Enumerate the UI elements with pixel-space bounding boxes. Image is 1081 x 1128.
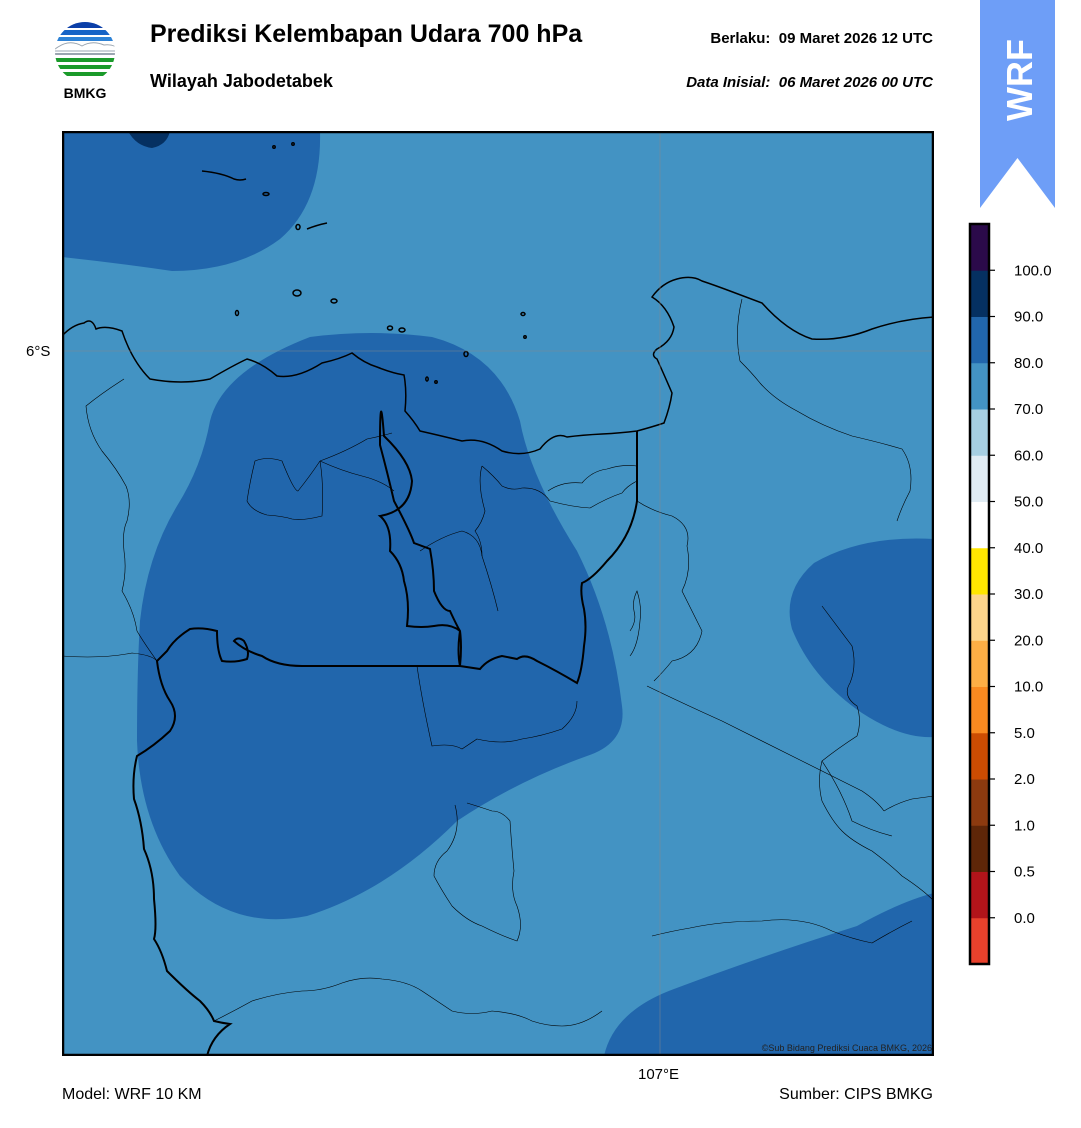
province-boundary [132,410,638,1056]
colorbar-tick-label: 0.5 [1014,864,1035,881]
colorbar-tick-label: 90.0 [1014,309,1043,326]
colorbar-band [970,732,989,780]
colorbar-tick-label: 20.0 [1014,632,1043,649]
colorbar-tick-label: 10.0 [1014,679,1043,696]
colorbar-band [970,409,989,456]
valid-time: Berlaku: 09 Maret 2026 12 UTC [710,30,933,47]
colorbar-tick-label: 60.0 [1014,447,1043,464]
thousand-islands [201,142,527,384]
wrf-badge: WRF [980,0,1055,208]
colorbar-band [970,455,989,502]
model-label: Model: WRF 10 KM [62,1086,202,1103]
colorbar-band [970,547,989,595]
humidity-fill-80-90-central [137,333,623,920]
colorbar-band [970,917,989,965]
region-subtitle: Wilayah Jabodetabek [150,71,333,91]
colorbar-band [970,686,989,734]
colorbar-band [970,825,989,872]
humidity-map [62,131,934,1056]
logo-text: BMKG [64,85,107,101]
colorbar-tick-label: 40.0 [1014,540,1043,557]
source-label: Sumber: CIPS BMKG [779,1086,933,1103]
valid-label: Berlaku: [710,30,771,47]
coastline [62,276,934,455]
colorbar-band [970,779,989,826]
humidity-fill-80-90-south [604,893,934,1056]
colorbar-band [970,640,989,687]
colorbar-band [970,871,989,919]
valid-value: 09 Maret 2026 12 UTC [778,30,933,47]
colorbar-band [970,316,989,364]
colorbar-band [970,270,989,317]
page-title: Prediksi Kelembapan Udara 700 hPa [150,20,583,48]
humidity-fill-80-90-northwest [62,131,321,271]
colorbar-band [970,594,989,641]
colorbar-tick-label: 80.0 [1014,355,1043,372]
colorbar-tick-label: 5.0 [1014,725,1035,742]
colorbar-tick-label: 100.0 [1014,262,1052,279]
bmkg-logo: BMKG [55,22,115,101]
district-boundaries [62,298,934,1027]
colorbar-band [970,501,989,549]
colorbar-tick-label: 50.0 [1014,494,1043,511]
colorbar-tick-label: 1.0 [1014,817,1035,834]
initial-value: 06 Maret 2026 00 UTC [778,74,933,91]
longitude-label: 107°E [638,1066,680,1083]
colorbar-tick-label: 0.0 [1014,910,1035,927]
colorbar-tick-label: 2.0 [1014,771,1035,788]
humidity-fill-80-90-east [789,538,934,738]
colorbar: 0.0 0.5 1.0 2.0 5.0 10.0 20.0 30.0 40.0 50.0 60.0 7… [968,222,1052,966]
colorbar-band [970,224,989,271]
colorbar-tick-label: 30.0 [1014,586,1043,603]
colorbar-band [970,362,989,410]
copyright-credit: ©Sub Bidang Prediksi Cuaca BMKG, 2026 [761,1043,932,1053]
map-frame [62,131,934,1056]
colorbar-frame [968,222,991,966]
latitude-label: 6°S [26,343,51,360]
initial-label: Data Inisial: [686,74,771,91]
colorbar-tick-label: 70.0 [1014,401,1043,418]
badge-text: WRF [999,39,1040,121]
humidity-fill-90-100 [128,131,170,148]
initial-time: Data Inisial: 06 Maret 2026 00 UTC [686,74,933,91]
